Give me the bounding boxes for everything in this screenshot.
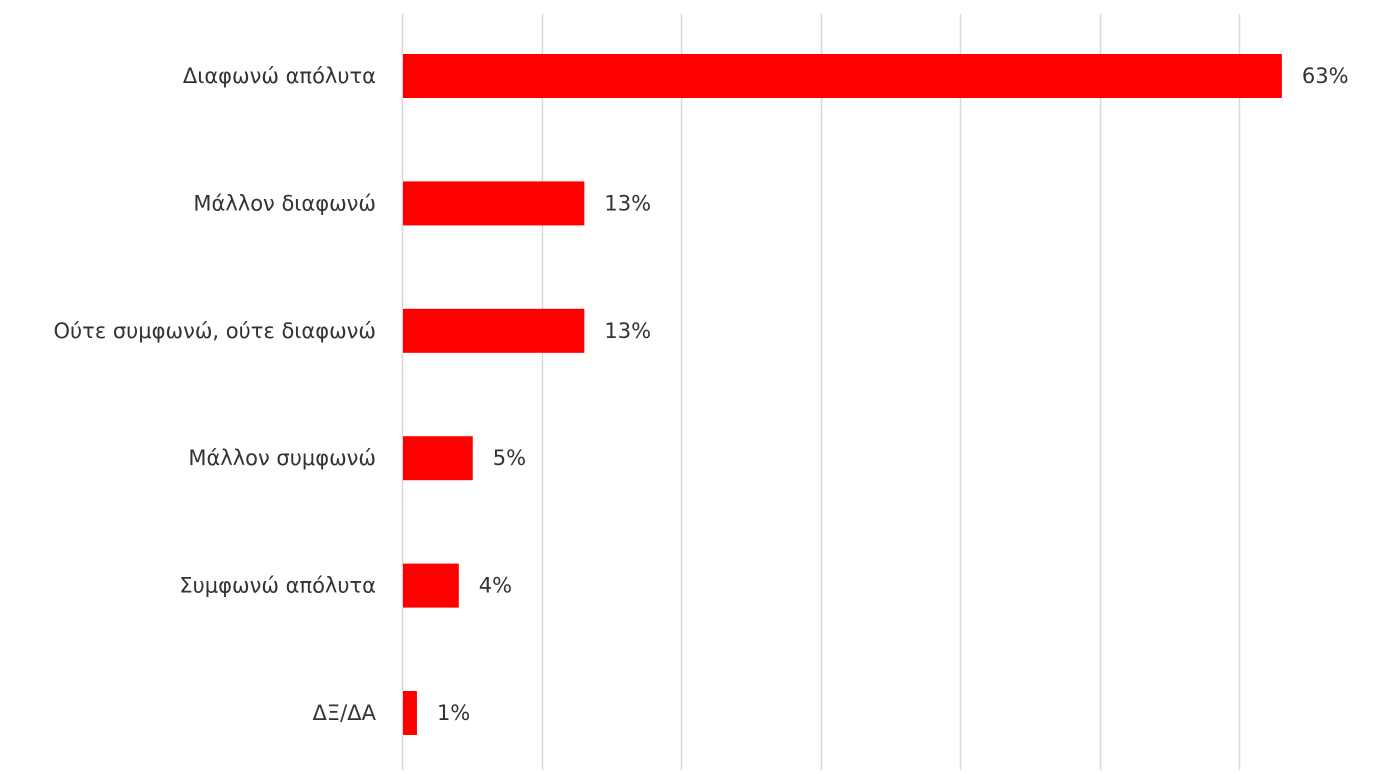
category-label-0: Διαφωνώ απόλυτα [183,64,376,88]
gridlines [401,14,1241,770]
bar-5 [403,691,417,735]
category-label-5: ΔΞ/ΔΑ [313,701,377,725]
value-label-0: 63% [1302,64,1349,88]
category-label-3: Μάλλον συμφωνώ [188,446,376,470]
bars [403,54,1282,735]
category-label-1: Μάλλον διαφωνώ [193,191,376,215]
value-label-4: 4% [479,574,512,598]
value-label-3: 5% [493,446,526,470]
category-label-2: Ούτε συμφωνώ, ούτε διαφωνώ [54,319,377,343]
category-labels: Διαφωνώ απόλυτα Μάλλον διαφωνώ Ούτε συμφων… [54,64,377,725]
value-label-2: 13% [604,319,651,343]
value-label-1: 13% [604,191,651,215]
bar-1 [403,181,585,226]
category-label-4: Συμφωνώ απόλυτα [179,574,376,598]
bar-3 [403,436,473,481]
bar-2 [403,308,585,353]
bar-4 [403,563,459,608]
value-labels: 63% 13% 13% 5% 4% 1% [437,64,1349,725]
bar-0 [403,54,1282,98]
value-label-5: 1% [437,701,470,725]
